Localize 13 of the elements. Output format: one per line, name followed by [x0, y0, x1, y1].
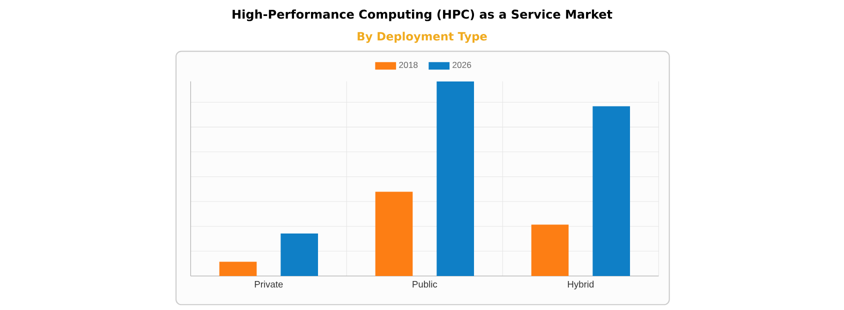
bar: [592, 106, 630, 276]
bar: [531, 224, 569, 276]
bar: [219, 262, 257, 276]
x-tick-label: Private: [254, 280, 283, 288]
x-tick-label: Public: [412, 280, 438, 288]
legend-label: 2018: [399, 62, 418, 68]
bar: [436, 81, 474, 276]
legend-label: 2026: [452, 62, 472, 68]
chart-title: High-Performance Computing (HPC) as a Service Market: [232, 9, 612, 22]
x-tick-label: Hybrid: [568, 280, 594, 290]
bar: [375, 192, 413, 276]
bar: [280, 234, 318, 276]
chart-subtitle: By Deployment Type: [358, 32, 487, 43]
